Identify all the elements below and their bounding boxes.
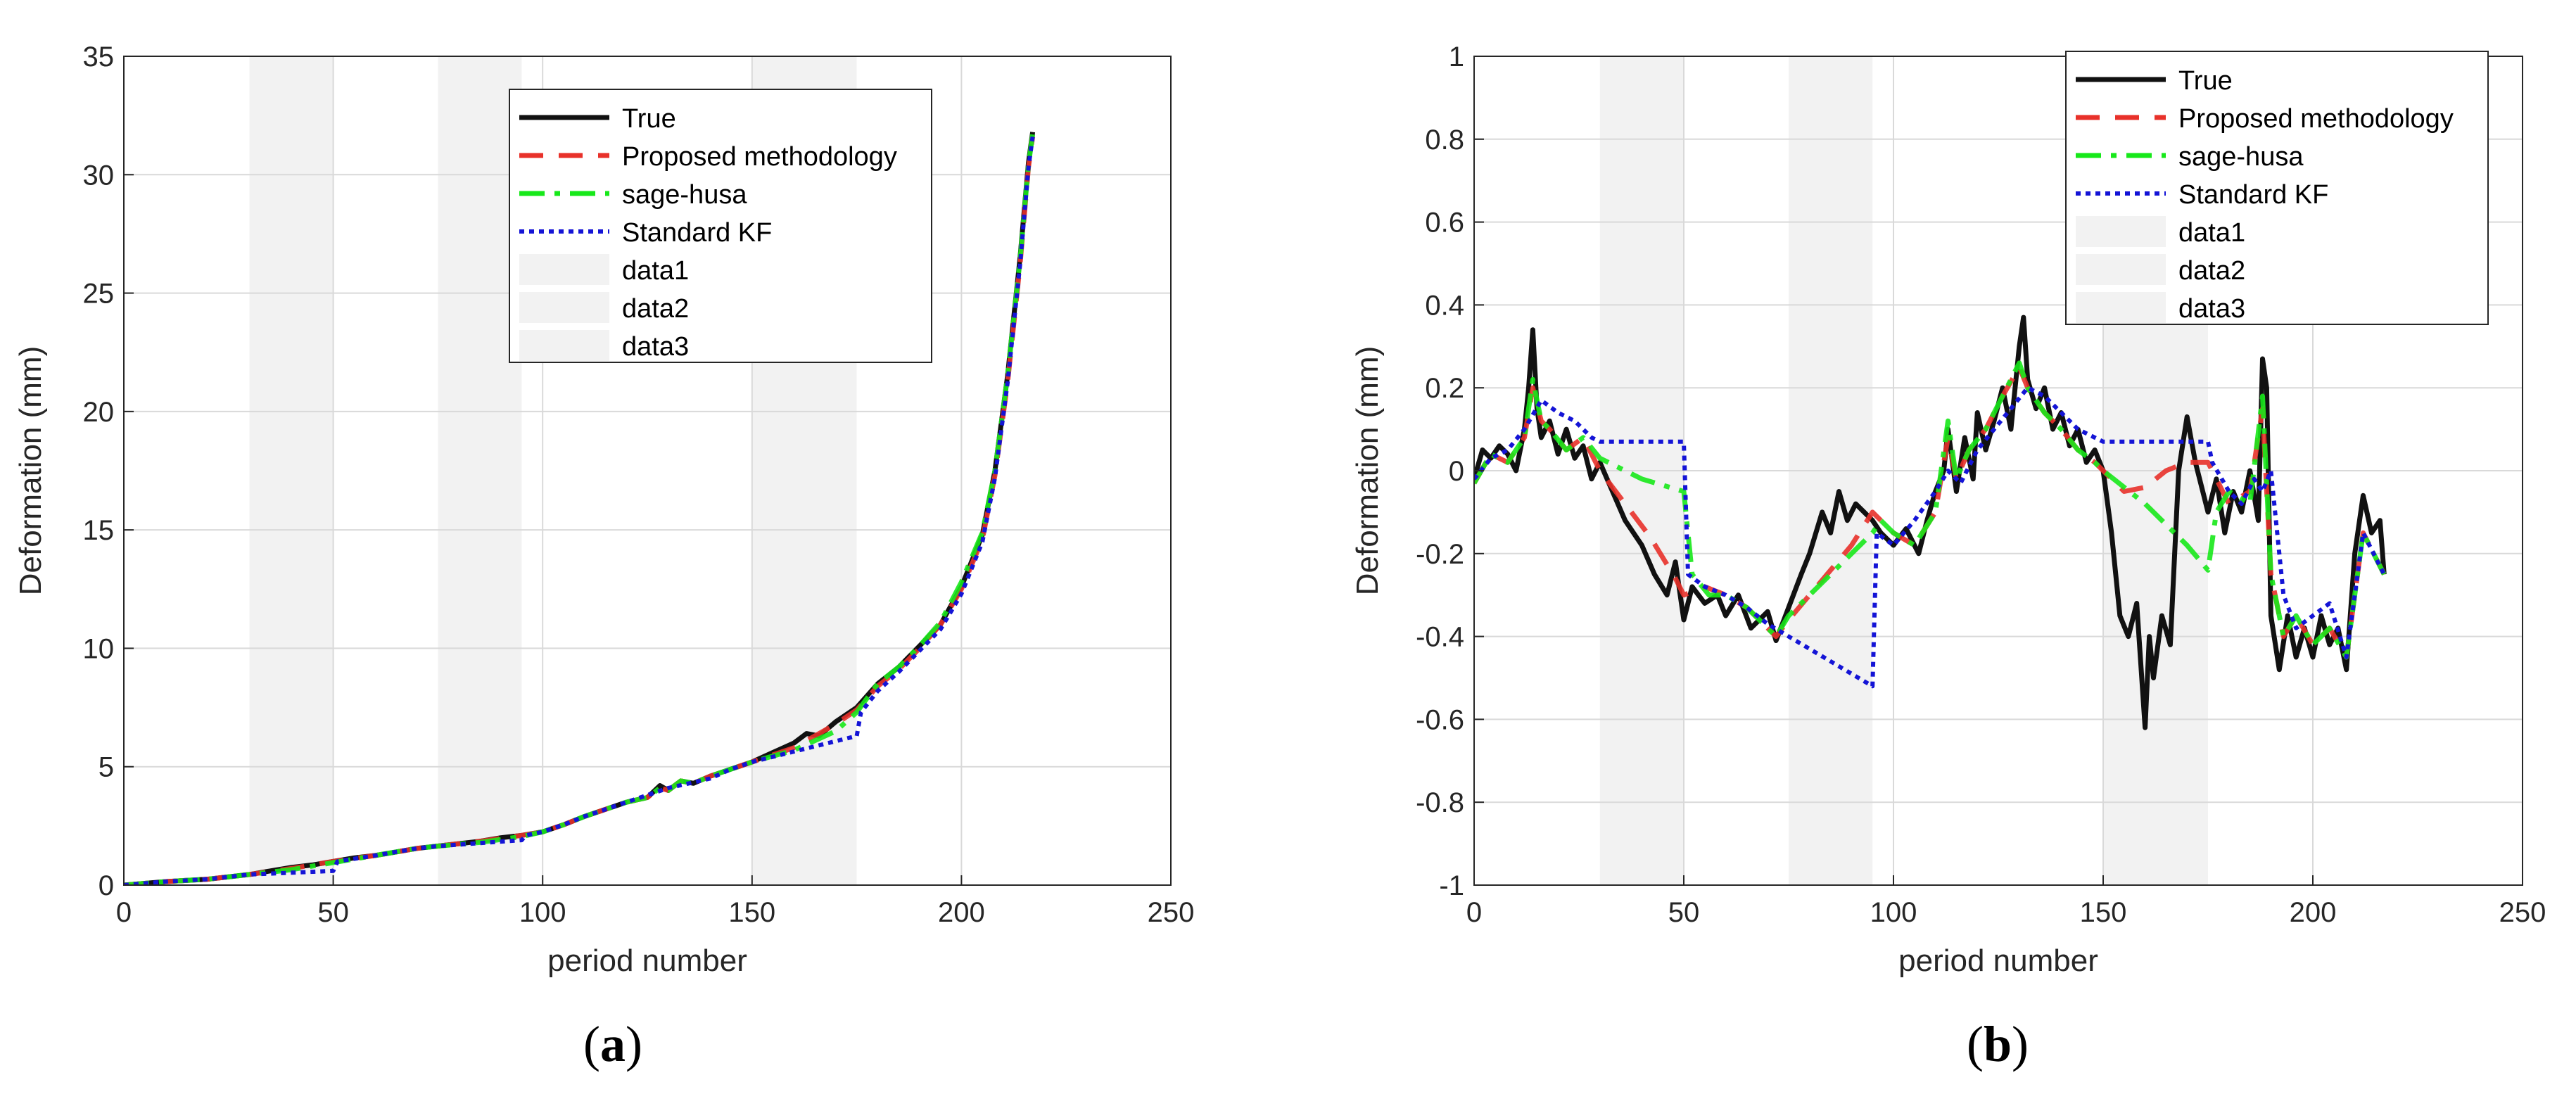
x-tick-label: 100 [519, 897, 566, 928]
legend-swatch [2076, 292, 2166, 323]
shaded-region-data1 [249, 56, 334, 885]
y-tick-label: 1 [1449, 42, 1464, 72]
shaded-region-data2 [438, 56, 522, 885]
y-tick-label: -0.4 [1416, 622, 1464, 653]
legend-swatch [2076, 254, 2166, 285]
x-tick-label: 100 [1870, 897, 1917, 928]
series-line-sage-husa [1474, 360, 2387, 660]
legend-label: Standard KF [622, 218, 772, 248]
y-tick-label: 0.4 [1425, 290, 1464, 321]
y-axis-label: Deformation (mm) [13, 346, 48, 596]
y-tick-label: 20 [83, 397, 115, 428]
legend-label: data2 [2178, 256, 2245, 286]
x-tick-label: 250 [1148, 897, 1195, 928]
panel-caption: (b) [1967, 1016, 2029, 1072]
y-axis-label: Deformation (mm) [1350, 346, 1385, 596]
series-line-sage-husa [124, 134, 1036, 885]
y-tick-label: -0.2 [1416, 539, 1464, 570]
series-line-standard-kf [124, 136, 1035, 885]
y-tick-label: 0.2 [1425, 373, 1464, 404]
x-tick-label: 0 [1466, 897, 1482, 928]
x-axis-label: period number [547, 944, 747, 978]
y-tick-label: -0.8 [1416, 787, 1464, 818]
x-tick-label: 200 [938, 897, 985, 928]
legend-label: sage-husa [622, 180, 747, 210]
x-tick-label: 0 [116, 897, 132, 928]
x-tick-label: 50 [317, 897, 349, 928]
y-tick-label: 0 [99, 870, 114, 901]
x-tick-label: 200 [2290, 897, 2337, 928]
legend-label: Standard KF [2178, 180, 2328, 210]
legend-swatch [2076, 216, 2166, 247]
legend-swatch [519, 292, 609, 323]
legend-label: data1 [2178, 218, 2245, 248]
legend-label: sage-husa [2178, 142, 2304, 172]
y-tick-label: -0.6 [1416, 704, 1464, 735]
legend-label: data3 [2178, 294, 2245, 324]
legend-label: True [2178, 66, 2233, 96]
y-tick-label: 35 [83, 42, 115, 72]
panel-b: 0 50 100 150 200 250 -1 -0.8 -0.6 -0.4 -0.2 0 0.2 0.4… [1350, 42, 2546, 1072]
series-group [124, 132, 1036, 885]
x-tick-label: 150 [2080, 897, 2127, 928]
legend-label: data1 [622, 256, 689, 286]
y-tick-label: 0.6 [1425, 208, 1464, 239]
legend-swatch [519, 330, 609, 361]
legend-label: data3 [622, 332, 689, 362]
x-tick-label: 150 [728, 897, 775, 928]
x-tick-label: 250 [2499, 897, 2546, 928]
y-tick-label: 25 [83, 279, 115, 310]
legend: True Proposed methodology sage-husa Standar… [2065, 51, 2489, 325]
panel-caption: (a) [583, 1016, 642, 1072]
x-tick-label: 50 [1668, 897, 1700, 928]
axes-box [123, 56, 1172, 886]
legend-label: data2 [622, 294, 689, 324]
y-tick-label: 30 [83, 160, 115, 191]
y-tick-label: 5 [99, 752, 114, 783]
series-group [1474, 315, 2387, 730]
legend-label: Proposed methodology [2178, 104, 2454, 134]
y-tick-label: 10 [83, 633, 115, 664]
panel-a: 0 50 100 150 200 250 0 5 10 15 20 25 30 35 period numb… [13, 42, 1194, 1072]
y-tick-label: 0 [1449, 456, 1464, 487]
legend-label: Proposed methodology [622, 142, 897, 172]
legend-label: True [622, 104, 676, 134]
y-tick-label: 0.8 [1425, 125, 1464, 155]
legend: True Proposed methodology sage-husa Standar… [509, 89, 932, 363]
legend-swatch [519, 254, 609, 285]
y-tick-label: -1 [1439, 870, 1464, 901]
x-axis-label: period number [1898, 944, 2098, 978]
series-line-standard-kf [1474, 386, 2386, 689]
y-tick-label: 15 [83, 515, 115, 546]
